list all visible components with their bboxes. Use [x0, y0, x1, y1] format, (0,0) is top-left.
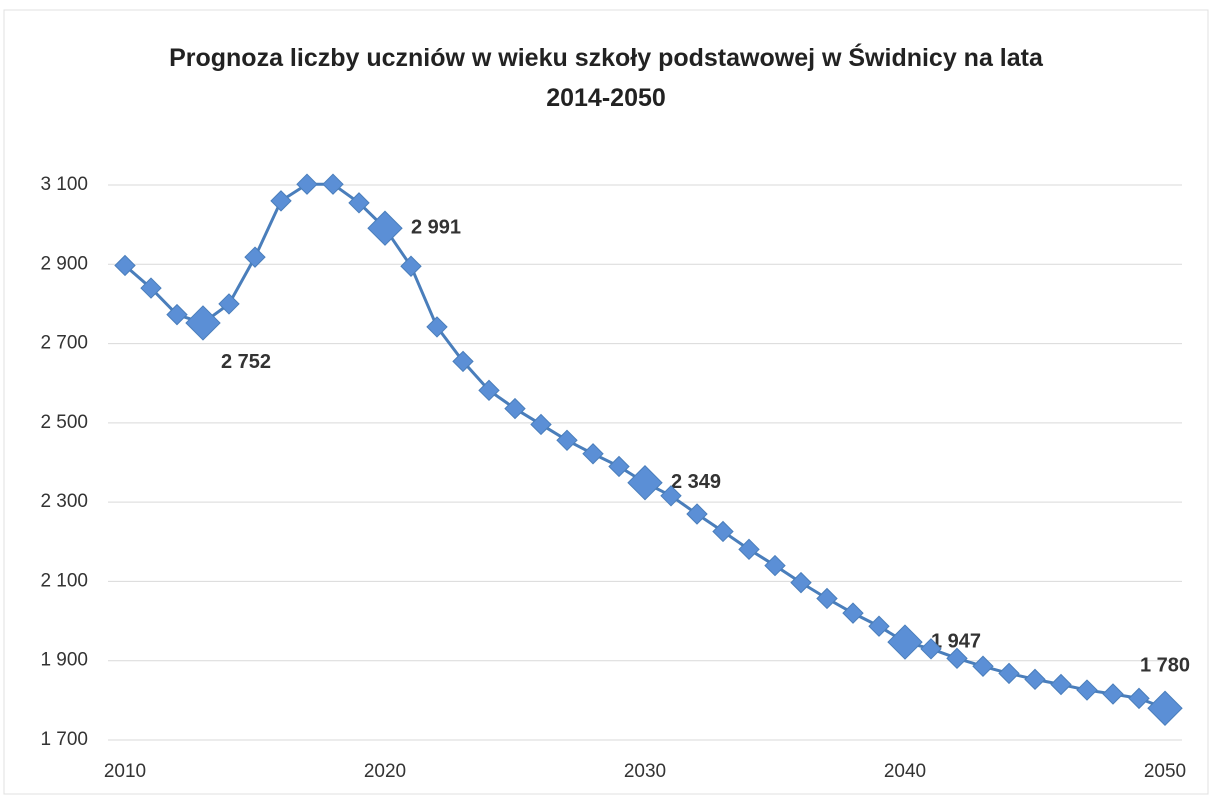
data-point — [296, 173, 318, 195]
data-point — [582, 443, 604, 465]
data-point — [270, 190, 292, 212]
y-tick-label: 1 900 — [40, 650, 88, 671]
data-point — [166, 303, 188, 326]
data-point — [1128, 687, 1150, 710]
data-label: 2 349 — [671, 471, 721, 493]
y-tick-label: 3 100 — [40, 174, 88, 195]
chart-frame — [3, 9, 1209, 795]
data-point — [1050, 673, 1072, 696]
data-point — [426, 316, 448, 338]
data-point — [998, 662, 1020, 685]
data-point — [367, 210, 403, 246]
data-point — [185, 305, 221, 341]
x-tick-label: 2020 — [364, 761, 406, 782]
x-tick-label: 2040 — [884, 761, 926, 782]
data-point — [244, 246, 266, 268]
data-point — [660, 485, 682, 507]
data-point — [530, 413, 552, 436]
data-label: 1 780 — [1140, 655, 1190, 677]
data-point — [452, 350, 474, 373]
y-tick-label: 2 700 — [40, 333, 88, 354]
data-point — [114, 254, 136, 277]
data-point — [1076, 679, 1098, 701]
data-point — [608, 455, 630, 478]
data-point — [686, 503, 708, 525]
data-point — [1147, 690, 1183, 726]
data-point — [322, 173, 344, 195]
data-point — [868, 615, 890, 637]
data-point — [842, 602, 864, 624]
data-point — [738, 538, 760, 561]
x-tick-label: 2050 — [1144, 761, 1186, 782]
data-label: 2 991 — [411, 216, 461, 238]
x-tick-label: 2030 — [624, 761, 666, 782]
y-tick-label: 2 500 — [40, 412, 88, 433]
y-tick-label: 2 100 — [40, 570, 88, 591]
data-point — [1024, 668, 1046, 691]
data-point — [946, 647, 968, 670]
y-tick-label: 1 700 — [40, 729, 88, 750]
data-point — [920, 638, 942, 660]
y-tick-label: 2 300 — [40, 491, 88, 512]
data-point — [218, 293, 240, 315]
data-point — [504, 397, 526, 420]
data-point — [816, 587, 838, 610]
data-point — [972, 655, 994, 677]
data-label: 1 947 — [931, 630, 981, 652]
data-point — [790, 571, 812, 594]
data-point — [1102, 683, 1124, 705]
data-point — [400, 255, 422, 277]
data-point — [556, 429, 578, 452]
chart-title: Prognoza liczby uczniów w wieku szkoły p… — [169, 44, 1043, 112]
data-label: 2 752 — [221, 351, 271, 373]
data-point — [348, 192, 370, 214]
data-point — [887, 624, 923, 660]
y-tick-label: 2 900 — [40, 253, 88, 274]
data-point — [140, 277, 162, 299]
data-point — [478, 379, 500, 402]
data-point — [627, 465, 663, 501]
data-point — [712, 520, 734, 543]
x-tick-label: 2010 — [104, 761, 146, 782]
data-point — [764, 554, 786, 577]
